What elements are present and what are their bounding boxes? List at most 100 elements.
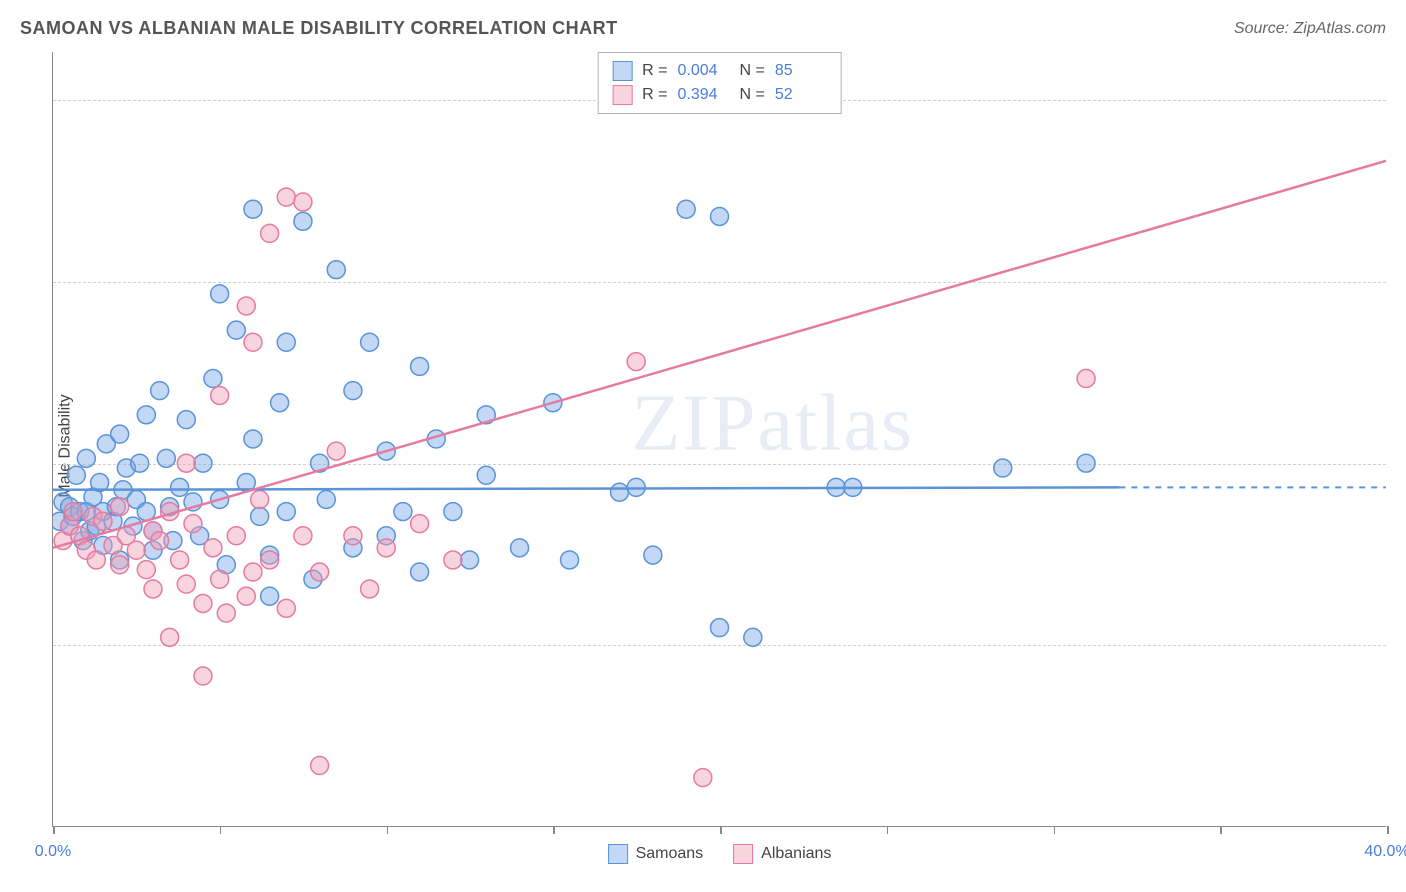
- r-value: 0.394: [678, 86, 730, 104]
- data-point: [394, 503, 412, 521]
- plot-area: ZIPatlas R = 0.004 N = 85 R = 0.394 N = …: [52, 52, 1386, 827]
- data-point: [151, 382, 169, 400]
- x-tick: [220, 826, 222, 834]
- x-tick-label: 40.0%: [1364, 843, 1406, 861]
- data-point: [711, 207, 729, 225]
- data-point: [561, 551, 579, 569]
- data-point: [171, 478, 189, 496]
- data-point: [1077, 454, 1095, 472]
- data-point: [127, 541, 145, 559]
- data-point: [244, 563, 262, 581]
- data-point: [137, 561, 155, 579]
- data-point: [161, 628, 179, 646]
- data-point: [194, 594, 212, 612]
- data-point: [711, 619, 729, 637]
- x-tick: [887, 826, 889, 834]
- legend-series: SamoansAlbanians: [608, 844, 832, 864]
- trend-line: [53, 487, 1119, 489]
- data-point: [244, 200, 262, 218]
- legend-swatch: [612, 85, 632, 105]
- data-point: [627, 353, 645, 371]
- data-point: [94, 512, 112, 530]
- data-point: [204, 539, 222, 557]
- data-point: [171, 551, 189, 569]
- data-point: [177, 454, 195, 472]
- data-point: [204, 370, 222, 388]
- y-tick-label: 30.0%: [1396, 91, 1406, 109]
- data-point: [377, 539, 395, 557]
- data-point: [111, 556, 129, 574]
- data-point: [244, 430, 262, 448]
- data-point: [237, 587, 255, 605]
- legend-item: Albanians: [733, 844, 831, 864]
- source-prefix: Source:: [1234, 20, 1294, 37]
- data-point: [327, 442, 345, 460]
- data-point: [261, 551, 279, 569]
- data-point: [511, 539, 529, 557]
- chart-svg: [53, 52, 1386, 826]
- data-point: [111, 425, 129, 443]
- data-point: [317, 490, 335, 508]
- data-point: [294, 527, 312, 545]
- data-point: [311, 757, 329, 775]
- data-point: [344, 527, 362, 545]
- data-point: [411, 357, 429, 375]
- data-point: [64, 503, 82, 521]
- data-point: [1077, 370, 1095, 388]
- data-point: [277, 333, 295, 351]
- source-name: ZipAtlas.com: [1294, 20, 1386, 37]
- data-point: [227, 321, 245, 339]
- r-label: R =: [642, 62, 667, 80]
- data-point: [184, 515, 202, 533]
- legend-label: Albanians: [761, 845, 831, 863]
- x-tick: [1220, 826, 1222, 834]
- data-point: [194, 667, 212, 685]
- chart-title: SAMOAN VS ALBANIAN MALE DISABILITY CORRE…: [20, 18, 618, 39]
- legend-swatch: [612, 61, 632, 81]
- x-tick: [1054, 826, 1056, 834]
- data-point: [111, 498, 129, 516]
- n-label: N =: [740, 86, 765, 104]
- n-value: 52: [775, 86, 827, 104]
- data-point: [694, 769, 712, 787]
- data-point: [131, 454, 149, 472]
- data-point: [137, 406, 155, 424]
- data-point: [177, 575, 195, 593]
- data-point: [361, 333, 379, 351]
- data-point: [294, 212, 312, 230]
- data-point: [411, 563, 429, 581]
- y-tick-label: 7.5%: [1396, 636, 1406, 654]
- data-point: [67, 466, 85, 484]
- r-value: 0.004: [678, 62, 730, 80]
- data-point: [157, 449, 175, 467]
- data-point: [311, 563, 329, 581]
- data-point: [211, 386, 229, 404]
- data-point: [744, 628, 762, 646]
- data-point: [644, 546, 662, 564]
- data-point: [611, 483, 629, 501]
- y-tick-label: 15.0%: [1396, 455, 1406, 473]
- data-point: [477, 466, 495, 484]
- data-point: [77, 449, 95, 467]
- data-point: [244, 333, 262, 351]
- data-point: [211, 570, 229, 588]
- data-point: [261, 587, 279, 605]
- data-point: [677, 200, 695, 218]
- x-tick: [720, 826, 722, 834]
- x-tick-label: 0.0%: [35, 843, 71, 861]
- data-point: [271, 394, 289, 412]
- x-tick: [1387, 826, 1389, 834]
- data-point: [217, 604, 235, 622]
- chart-container: SAMOAN VS ALBANIAN MALE DISABILITY CORRE…: [0, 0, 1406, 892]
- legend-row: R = 0.394 N = 52: [612, 83, 827, 107]
- data-point: [251, 490, 269, 508]
- data-point: [87, 551, 105, 569]
- data-point: [994, 459, 1012, 477]
- data-point: [294, 193, 312, 211]
- header: SAMOAN VS ALBANIAN MALE DISABILITY CORRE…: [20, 18, 1386, 39]
- x-tick: [53, 826, 55, 834]
- legend-correlation: R = 0.004 N = 85 R = 0.394 N = 52: [597, 52, 842, 114]
- source-attribution: Source: ZipAtlas.com: [1234, 20, 1386, 38]
- data-point: [227, 527, 245, 545]
- data-point: [177, 411, 195, 429]
